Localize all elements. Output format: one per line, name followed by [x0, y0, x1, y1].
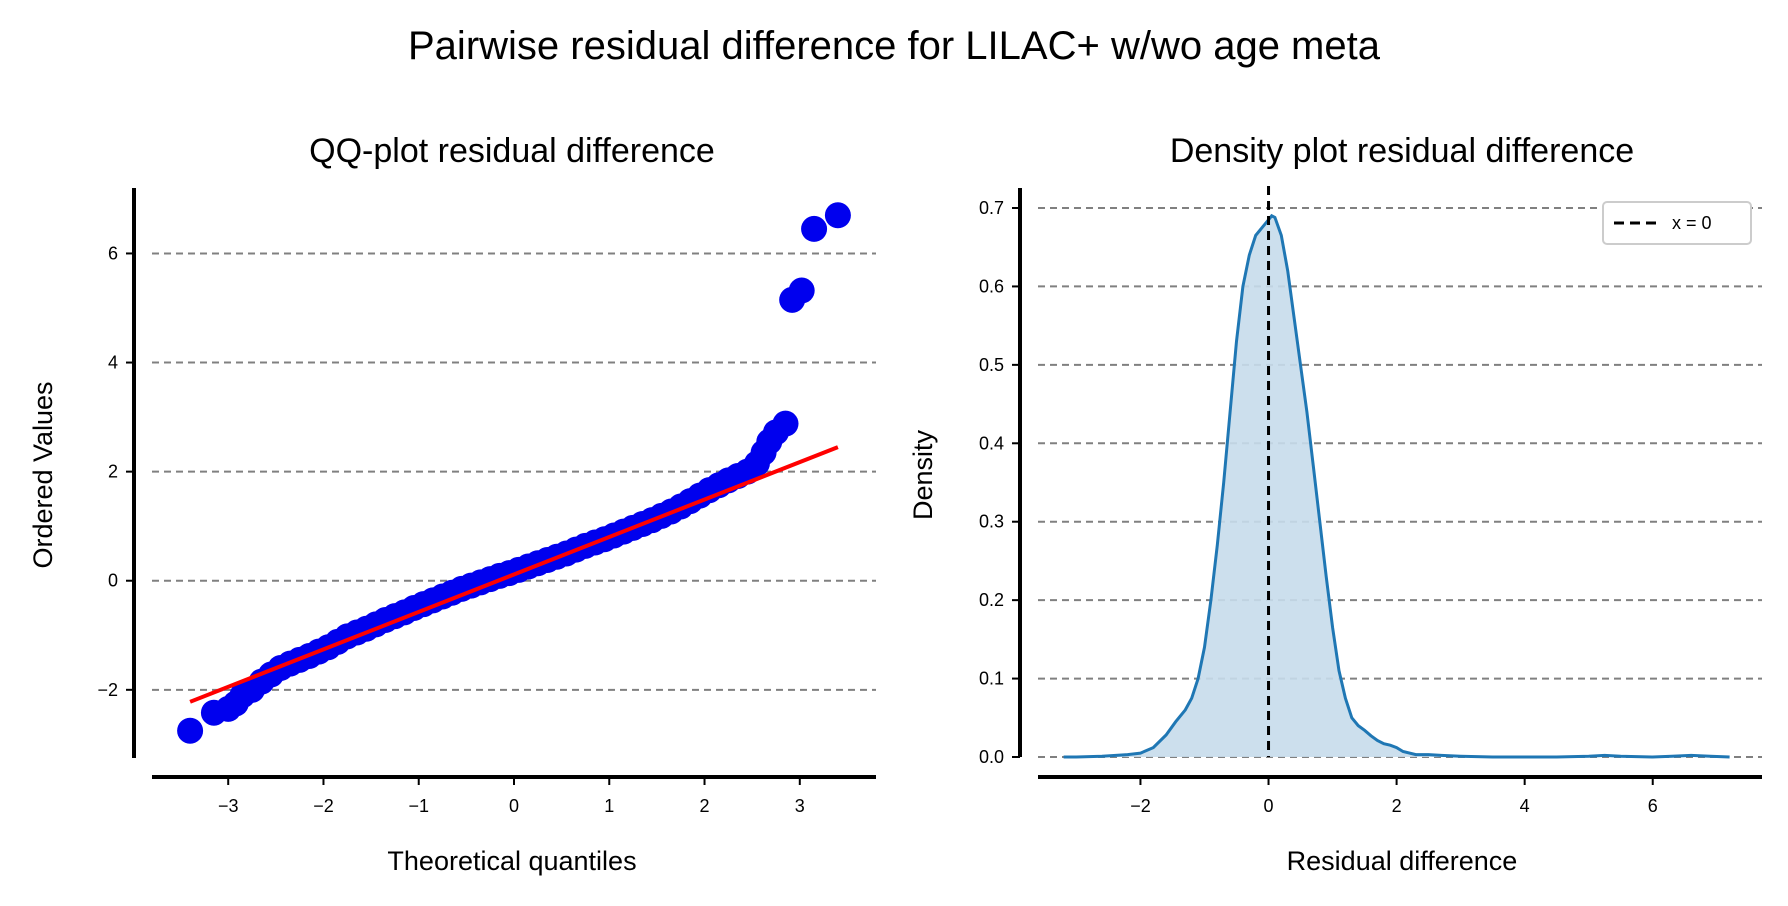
qq-plot-title: QQ-plot residual difference	[309, 132, 715, 170]
qq-plot-xlabel: Theoretical quantiles	[387, 846, 636, 876]
qq-x-tick-label: 0	[509, 796, 519, 816]
qq-point	[824, 202, 851, 229]
qq-point	[801, 215, 828, 242]
qq-plot-chart: −2 0 2 4 6 −3 −2 −1 0 1 2 3 QQ-plot residual differ…	[28, 132, 876, 876]
qq-plot-points	[177, 202, 851, 744]
density-plot-grid	[1038, 207, 1762, 758]
legend-entry-label: x = 0	[1672, 213, 1712, 233]
density-y-tick-label: 0.0	[979, 747, 1004, 767]
density-plot-ticks: 0.0 0.1 0.2 0.3 0.4 0.5 0.6 0.7 −2 0 2 4 6	[979, 198, 1658, 816]
qq-y-tick-label: 2	[108, 462, 118, 482]
qq-point	[788, 277, 815, 304]
qq-x-tick-label: −3	[218, 796, 239, 816]
qq-plot-ticks: −2 0 2 4 6 −3 −2 −1 0 1 2 3	[97, 243, 804, 816]
density-y-tick-label: 0.1	[979, 669, 1004, 689]
qq-x-tick-label: −1	[408, 796, 429, 816]
qq-y-tick-label: 6	[108, 243, 118, 263]
density-y-tick-label: 0.3	[979, 512, 1004, 532]
qq-y-tick-label: 4	[108, 353, 118, 373]
qq-point	[772, 410, 799, 437]
density-plot-ylabel: Density	[908, 429, 938, 520]
density-y-tick-label: 0.2	[979, 590, 1004, 610]
density-x-tick-label: 6	[1648, 796, 1658, 816]
density-plot-xlabel: Residual difference	[1287, 846, 1518, 876]
density-x-tick-label: 4	[1520, 796, 1530, 816]
density-plot-legend: x = 0	[1602, 201, 1752, 245]
qq-plot-fit-line	[189, 445, 839, 704]
density-plot-axes	[1018, 188, 1762, 779]
density-fill-area	[1063, 215, 1730, 758]
legend-box	[1602, 201, 1752, 245]
qq-x-tick-label: 1	[604, 796, 614, 816]
qq-plot-grid	[152, 252, 876, 691]
density-y-tick-label: 0.5	[979, 355, 1004, 375]
qq-y-tick-label: 0	[108, 571, 118, 591]
figure-suptitle: Pairwise residual difference for LILAC+ …	[408, 24, 1380, 68]
density-plot-title: Density plot residual difference	[1170, 132, 1634, 170]
density-x-tick-label: 0	[1264, 796, 1274, 816]
qq-point	[177, 717, 204, 744]
density-x-tick-label: −2	[1130, 796, 1151, 816]
qq-fit-line	[189, 445, 839, 704]
density-plot-chart: 0.0 0.1 0.2 0.3 0.4 0.5 0.6 0.7 −2 0 2 4 6 x = 0 Den…	[908, 132, 1762, 876]
qq-x-tick-label: 2	[700, 796, 710, 816]
density-y-tick-label: 0.7	[979, 198, 1004, 218]
density-y-tick-label: 0.4	[979, 433, 1004, 453]
density-x-tick-label: 2	[1392, 796, 1402, 816]
density-plot-area	[1063, 213, 1730, 759]
qq-x-tick-label: 3	[795, 796, 805, 816]
qq-y-tick-label: −2	[97, 680, 118, 700]
density-y-tick-label: 0.6	[979, 276, 1004, 296]
qq-x-tick-label: −2	[313, 796, 334, 816]
density-curve	[1063, 213, 1730, 759]
qq-plot-ylabel: Ordered Values	[28, 381, 58, 568]
